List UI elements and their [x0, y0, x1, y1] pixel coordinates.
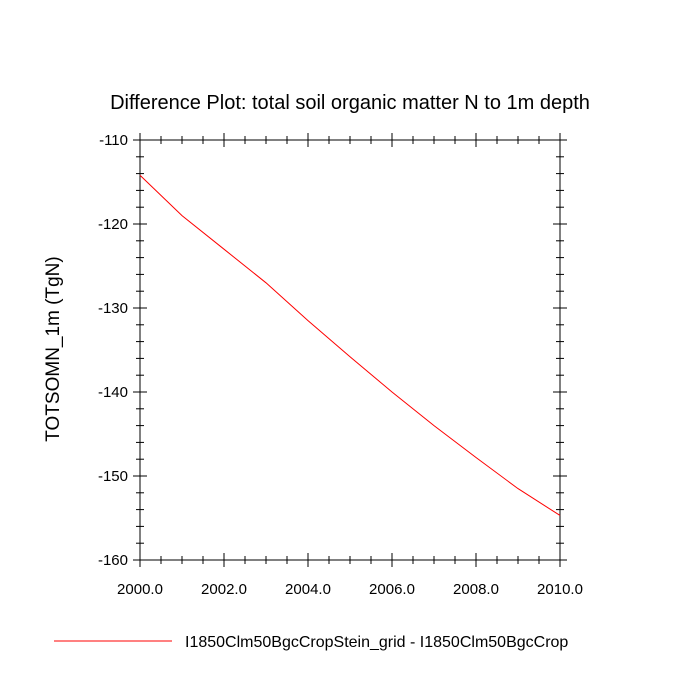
x-tick-label: 2000.0 [117, 581, 163, 598]
legend: I1850Clm50BgcCropStein_grid - I1850Clm50… [54, 634, 568, 651]
plot-frame [139, 139, 561, 561]
x-tick-label: 2010.0 [537, 581, 583, 598]
plot-area: -110 -120 -130 -140 -150 -160 2000.0 2002.0 2004… [98, 132, 583, 598]
x-tick-label: 2006.0 [369, 581, 415, 598]
y-tick-label: -160 [98, 552, 128, 569]
y-tick-label: -130 [98, 300, 128, 317]
y-tick-label: -110 [99, 132, 128, 149]
y-tick-label: -150 [98, 468, 128, 485]
legend-label: I1850Clm50BgcCropStein_grid - I1850Clm50… [185, 634, 568, 651]
x-tick-label: 2008.0 [453, 581, 499, 598]
y-tick-label: -140 [98, 384, 128, 401]
series-line [139, 174, 561, 516]
x-tick-label: 2002.0 [201, 581, 247, 598]
y-tick-label: -120 [98, 216, 128, 233]
y-axis-label: TOTSOMN_1m (TgN) [43, 256, 64, 441]
chart-title: Difference Plot: total soil organic matt… [110, 92, 590, 114]
x-tick-label: 2004.0 [285, 581, 331, 598]
